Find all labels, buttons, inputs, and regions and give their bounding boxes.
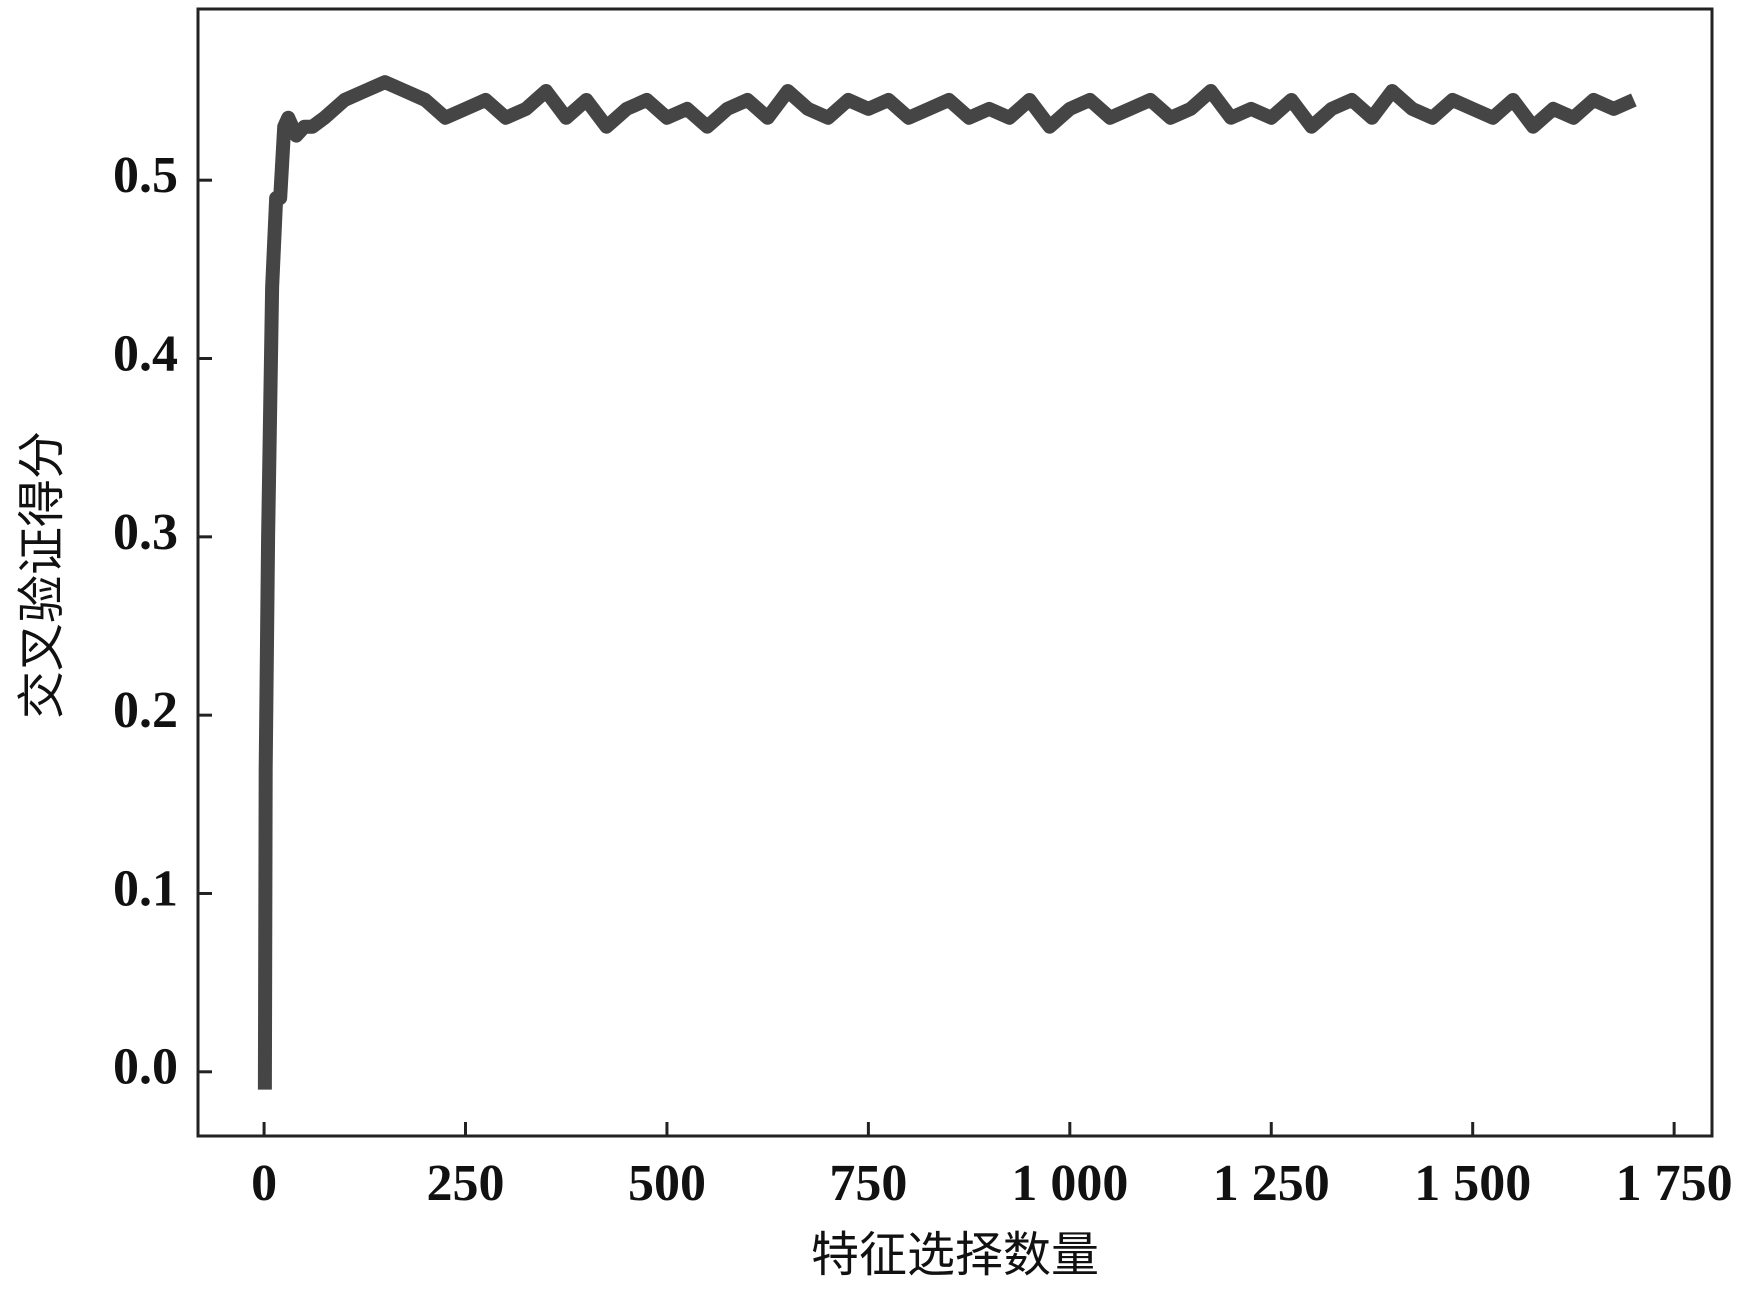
y-tick-label: 0.3 [113, 504, 178, 561]
y-tick-label: 0.1 [113, 860, 178, 917]
y-axis-title: 交叉验证得分 [14, 431, 70, 719]
x-tick-label: 750 [829, 1155, 907, 1212]
x-tick-label: 1 750 [1616, 1155, 1733, 1212]
x-tick-label: 500 [628, 1155, 706, 1212]
y-tick-label: 0.0 [113, 1039, 178, 1096]
plot-frame [196, 7, 1714, 1138]
x-axis-title: 特征选择数量 [811, 1227, 1099, 1283]
x-tick-label: 250 [427, 1155, 505, 1212]
x-tick-label: 0 [251, 1155, 277, 1212]
x-tick-label: 1 500 [1414, 1155, 1531, 1212]
y-tick-label: 0.5 [113, 147, 178, 204]
y-tick-label: 0.4 [113, 325, 178, 382]
x-tick-label: 1 250 [1213, 1155, 1330, 1212]
y-tick-label: 0.2 [113, 682, 178, 739]
score-line [257, 75, 1637, 1090]
x-tick-label: 1 000 [1011, 1155, 1128, 1212]
